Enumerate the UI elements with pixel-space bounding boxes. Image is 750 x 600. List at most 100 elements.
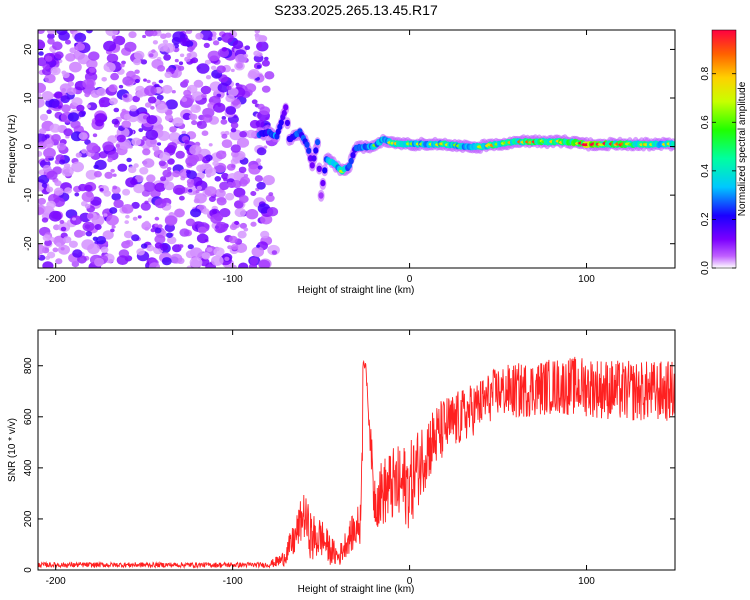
heatmap-noise-cell (179, 195, 185, 201)
heatmap-noise-cell (140, 243, 148, 249)
heatmap-noise-cell (67, 81, 75, 87)
heatmap-noise-cell (157, 224, 163, 229)
heatmap-noise-cell (191, 57, 199, 64)
heatmap-noise-cell (204, 154, 213, 162)
heatmap-noise-cell (117, 163, 128, 172)
heatmap-noise-cell (72, 217, 76, 221)
heatmap-noise-cell (86, 213, 94, 219)
heatmap-noise-cell (46, 200, 56, 209)
heatmap-noise-cell (179, 37, 191, 47)
heatmap-noise-cell (116, 134, 126, 143)
heatmap-noise-cell (53, 197, 65, 208)
heatmap-noise-cell (227, 87, 239, 97)
heatmap-noise-cell (179, 228, 190, 237)
colorbar-label: Normalized spectral amplitude (737, 81, 748, 216)
heatmap-noise-cell (166, 232, 173, 238)
heatmap-noise-cell (161, 257, 172, 266)
heatmap-noise-cell (179, 244, 184, 248)
heatmap-noise-cell (75, 152, 82, 158)
heatmap-noise-cell (74, 192, 80, 197)
heatmap-noise-cell (49, 210, 62, 222)
heatmap-noise-cell (234, 207, 246, 218)
heatmap-noise-cell (43, 139, 54, 149)
heatmap-noise-cell (210, 65, 217, 71)
bottom-plot-frame (37, 329, 676, 571)
heatmap-noise-cell (226, 163, 236, 171)
heatmap-noise-cell (144, 220, 150, 226)
heatmap-noise-cell (45, 255, 51, 260)
heatmap-noise-cell (255, 34, 264, 42)
heatmap-noise-cell (248, 164, 261, 175)
heatmap-noise-cell (212, 160, 219, 167)
heatmap-noise-cell (109, 207, 118, 214)
snr-line (38, 356, 675, 570)
heatmap-noise-cell (160, 176, 167, 182)
heatmap-ridge-cell (320, 179, 326, 187)
heatmap-noise-cell (61, 104, 71, 113)
heatmap-noise-cell (43, 147, 56, 159)
heatmap-noise-cell (53, 224, 60, 231)
colorbar-ticks: 0.0 0.2 0.4 0.6 0.8 (700, 66, 736, 275)
heatmap-ridge-cell (283, 104, 289, 111)
heatmap-noise-cell (81, 191, 95, 203)
heatmap-noise-cell (103, 62, 116, 73)
top-ytick-label: -20 (23, 236, 34, 251)
heatmap-noise-cell (38, 244, 46, 255)
heatmap-noise-cell (144, 102, 152, 108)
heatmap-noise-cell (110, 72, 119, 81)
heatmap-noise-cell (200, 85, 212, 95)
heatmap-noise-cell (191, 176, 203, 187)
heatmap-noise-cell (56, 142, 67, 151)
heatmap-noise-cell (75, 43, 86, 51)
heatmap-noise-cell (185, 30, 193, 34)
heatmap-noise-cell (136, 248, 145, 256)
heatmap-noise-cell (121, 60, 126, 65)
colorbar-tick-label: 0.2 (700, 212, 711, 226)
heatmap-noise-cell (164, 71, 172, 79)
heatmap-noise-cell (115, 143, 120, 148)
heatmap-noise-cell (111, 225, 116, 229)
heatmap-noise-cell (161, 84, 173, 94)
heatmap-noise-cell (230, 68, 235, 73)
heatmap-noise-cell (102, 230, 114, 240)
heatmap-noise-cell (38, 254, 41, 258)
heatmap-noise-cell (163, 43, 176, 53)
heatmap-noise-cell (230, 144, 241, 153)
heatmap-noise-cell (221, 139, 233, 149)
heatmap-noise-cell (139, 167, 149, 175)
bottom-ytick-label: 400 (23, 459, 34, 476)
heatmap-noise-cell (102, 141, 115, 152)
heatmap-noise-cell (256, 244, 260, 248)
heatmap-noise-cell (66, 87, 77, 96)
heatmap-noise-cell (248, 69, 260, 79)
heatmap-noise-cell (165, 144, 176, 154)
heatmap-noise-cell (85, 169, 98, 180)
heatmap-noise-cell (238, 262, 249, 268)
heatmap-noise-cell (99, 103, 105, 108)
heatmap-noise-cell (182, 94, 195, 105)
heatmap-noise-cell (186, 87, 192, 91)
heatmap-noise-cell (232, 180, 242, 188)
heatmap-noise-cell (213, 102, 226, 113)
heatmap-noise-cell (172, 117, 184, 127)
heatmap-noise-cell (65, 39, 71, 45)
heatmap-noise-cell (152, 40, 158, 45)
heatmap-noise-cell (84, 184, 93, 192)
top-ytick-label: 10 (23, 92, 34, 104)
heatmap-noise-cell (186, 178, 195, 185)
heatmap-noise-cell (256, 147, 267, 156)
heatmap-noise-cell (49, 123, 61, 133)
heatmap-noise-cell (263, 145, 268, 149)
bottom-plot-area: -200 -100 0 100 0 200 400 600 800 (23, 329, 676, 587)
heatmap-noise-cell (167, 158, 175, 165)
heatmap-noise-cell (158, 79, 164, 84)
heatmap-noise-cell (196, 63, 210, 74)
heatmap-noise-cell (72, 249, 83, 258)
heatmap-noise-cell (144, 85, 157, 96)
heatmap-noise-cell (46, 109, 52, 114)
heatmap-noise-cell (188, 114, 196, 120)
heatmap-noise-cell (110, 168, 115, 173)
heatmap-noise-cell (86, 59, 98, 69)
heatmap-noise-cell (87, 243, 100, 255)
bottom-xlabel: Height of straight line (km) (298, 584, 415, 595)
